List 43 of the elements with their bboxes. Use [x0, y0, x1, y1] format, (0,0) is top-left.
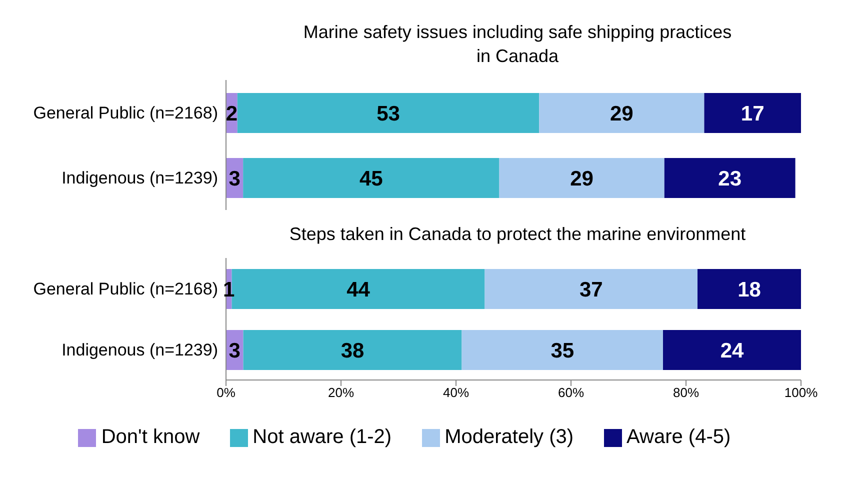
x-tick-label: 40% — [442, 385, 470, 400]
bar — [237, 93, 540, 133]
y-tick-label: Indigenous (n=1239) — [62, 168, 218, 188]
bar — [462, 330, 663, 370]
legend-label: Don't know — [100, 426, 200, 449]
bar — [704, 93, 801, 133]
data-label: 29 — [610, 102, 634, 126]
data-label: 18 — [738, 278, 762, 302]
x-tick-label: 100% — [784, 385, 818, 400]
y-tick-label: Indigenous (n=1239) — [62, 340, 218, 360]
legend-label: Moderately (3) — [444, 426, 574, 449]
data-label: 24 — [720, 339, 744, 362]
legend-label: Not aware (1-2) — [252, 426, 392, 449]
x-tick-label: 0% — [216, 385, 236, 400]
x-tick-label: 80% — [672, 385, 700, 400]
data-label: 44 — [346, 278, 370, 302]
data-label: 53 — [376, 102, 400, 126]
y-tick-label: General Public (n=2168) — [33, 280, 218, 299]
bar — [243, 158, 500, 198]
data-label: 38 — [340, 339, 364, 362]
data-label: 45 — [359, 167, 384, 190]
x-tick-label: 20% — [328, 385, 354, 400]
x-tick-label: 60% — [558, 385, 584, 400]
data-label: 3 — [228, 167, 240, 190]
chart-title: Marine safety issues including safe shipping practices in Canada — [302, 21, 733, 68]
data-label: 2 — [226, 102, 238, 126]
data-label: 3 — [228, 339, 240, 362]
data-label: 35 — [550, 339, 574, 362]
data-label: 29 — [570, 167, 594, 190]
bar — [664, 158, 796, 198]
data-label: 1 — [223, 278, 236, 302]
y-tick-label: General Public (n=2168) — [33, 104, 218, 123]
data-label: 23 — [718, 167, 742, 190]
chart-title: Steps taken in Canada to protect the marine environment — [288, 223, 747, 246]
bar — [499, 158, 664, 198]
bar — [698, 269, 801, 309]
legend-label: Aware (4-5) — [626, 426, 731, 449]
bar — [663, 330, 801, 370]
data-label: 17 — [740, 102, 764, 126]
bar — [243, 330, 462, 370]
bar — [539, 93, 704, 133]
data-label: 37 — [579, 278, 603, 302]
bar — [484, 269, 698, 309]
